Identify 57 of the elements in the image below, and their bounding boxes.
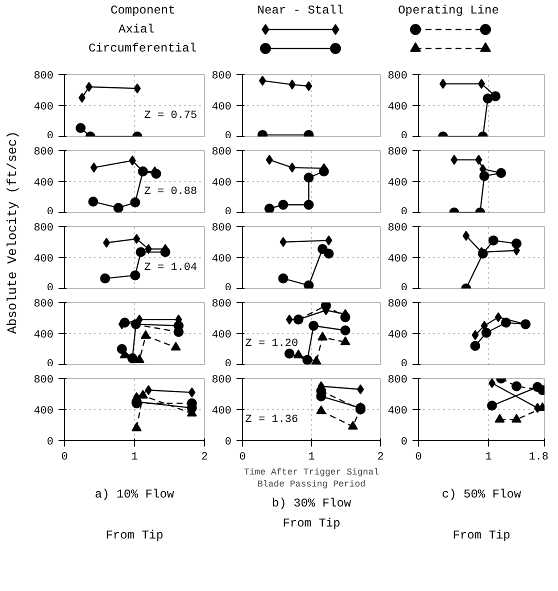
x-tick-label: 1 <box>131 452 138 464</box>
y-tick-label: 800 <box>212 70 232 82</box>
y-tick-label: 800 <box>34 222 54 234</box>
y-tick-label: 400 <box>212 254 232 266</box>
y-tick-label: 400 <box>34 178 54 190</box>
x-axis-title: Time After Trigger Signal Blade Passing Period <box>244 468 380 490</box>
y-tick-label: 400 <box>388 102 408 114</box>
y-tick-label: 400 <box>388 254 408 266</box>
text: Component <box>110 4 176 18</box>
y-tick-label: 0 <box>224 436 232 448</box>
y-tick-label: 400 <box>388 406 408 418</box>
text: b) 30% Flow From Tip <box>272 496 352 530</box>
y-tick-label: 400 <box>34 406 54 418</box>
y-tick-label: 800 <box>212 222 232 234</box>
y-tick-label: 800 <box>388 146 408 158</box>
y-tick-label: 400 <box>212 178 232 190</box>
y-tick-label: 800 <box>212 298 232 310</box>
annotation: Z = 0.75 <box>144 110 198 122</box>
text: Operating Line <box>398 4 499 18</box>
y-axis-title: Absolute Velocity (ft/sec) <box>5 131 20 334</box>
x-tick-label: 0 <box>239 452 246 464</box>
x-tick-label: 0 <box>61 452 68 464</box>
y-tick-label: 400 <box>34 254 54 266</box>
y-tick-label: 800 <box>34 374 54 386</box>
x-tick-label: 1 <box>485 452 492 464</box>
y-tick-label: 400 <box>388 330 408 342</box>
annotation: Z = 0.88 <box>144 186 198 198</box>
y-tick-label: 800 <box>388 70 408 82</box>
annotation: Z = 1.20 <box>245 338 298 350</box>
text: a) 10% Flow From Tip <box>94 488 174 542</box>
x-tick-label: 2 <box>377 452 384 464</box>
text: Axial <box>118 22 155 36</box>
y-tick-label: 800 <box>34 70 54 82</box>
y-tick-label: 800 <box>34 298 54 310</box>
y-tick-label: 400 <box>388 178 408 190</box>
y-tick-label: 800 <box>34 146 54 158</box>
y-tick-label: 800 <box>388 298 408 310</box>
y-tick-label: 400 <box>34 102 54 114</box>
y-tick-label: 0 <box>46 436 54 448</box>
text: c) 50% Flow From Tip <box>442 488 522 542</box>
x-tick-label: 0 <box>415 452 422 464</box>
x-tick-label: 1.8 <box>528 452 549 464</box>
annotation: Z = 1.36 <box>245 414 298 426</box>
y-tick-label: 400 <box>34 330 54 342</box>
y-tick-label: 400 <box>212 406 232 418</box>
y-tick-label: 800 <box>212 374 232 386</box>
y-tick-label: 400 <box>212 330 232 342</box>
y-tick-label: 400 <box>212 102 232 114</box>
y-tick-label: 0 <box>400 436 408 448</box>
y-tick-label: 800 <box>388 222 408 234</box>
x-tick-label: 2 <box>201 452 208 464</box>
x-tick-label: 1 <box>308 452 316 464</box>
y-tick-label: 800 <box>388 374 408 386</box>
y-tick-label: 800 <box>212 146 232 158</box>
text: Circumferential <box>88 42 197 56</box>
annotation: Z = 1.04 <box>144 262 198 274</box>
text: Near - Stall <box>257 4 344 18</box>
